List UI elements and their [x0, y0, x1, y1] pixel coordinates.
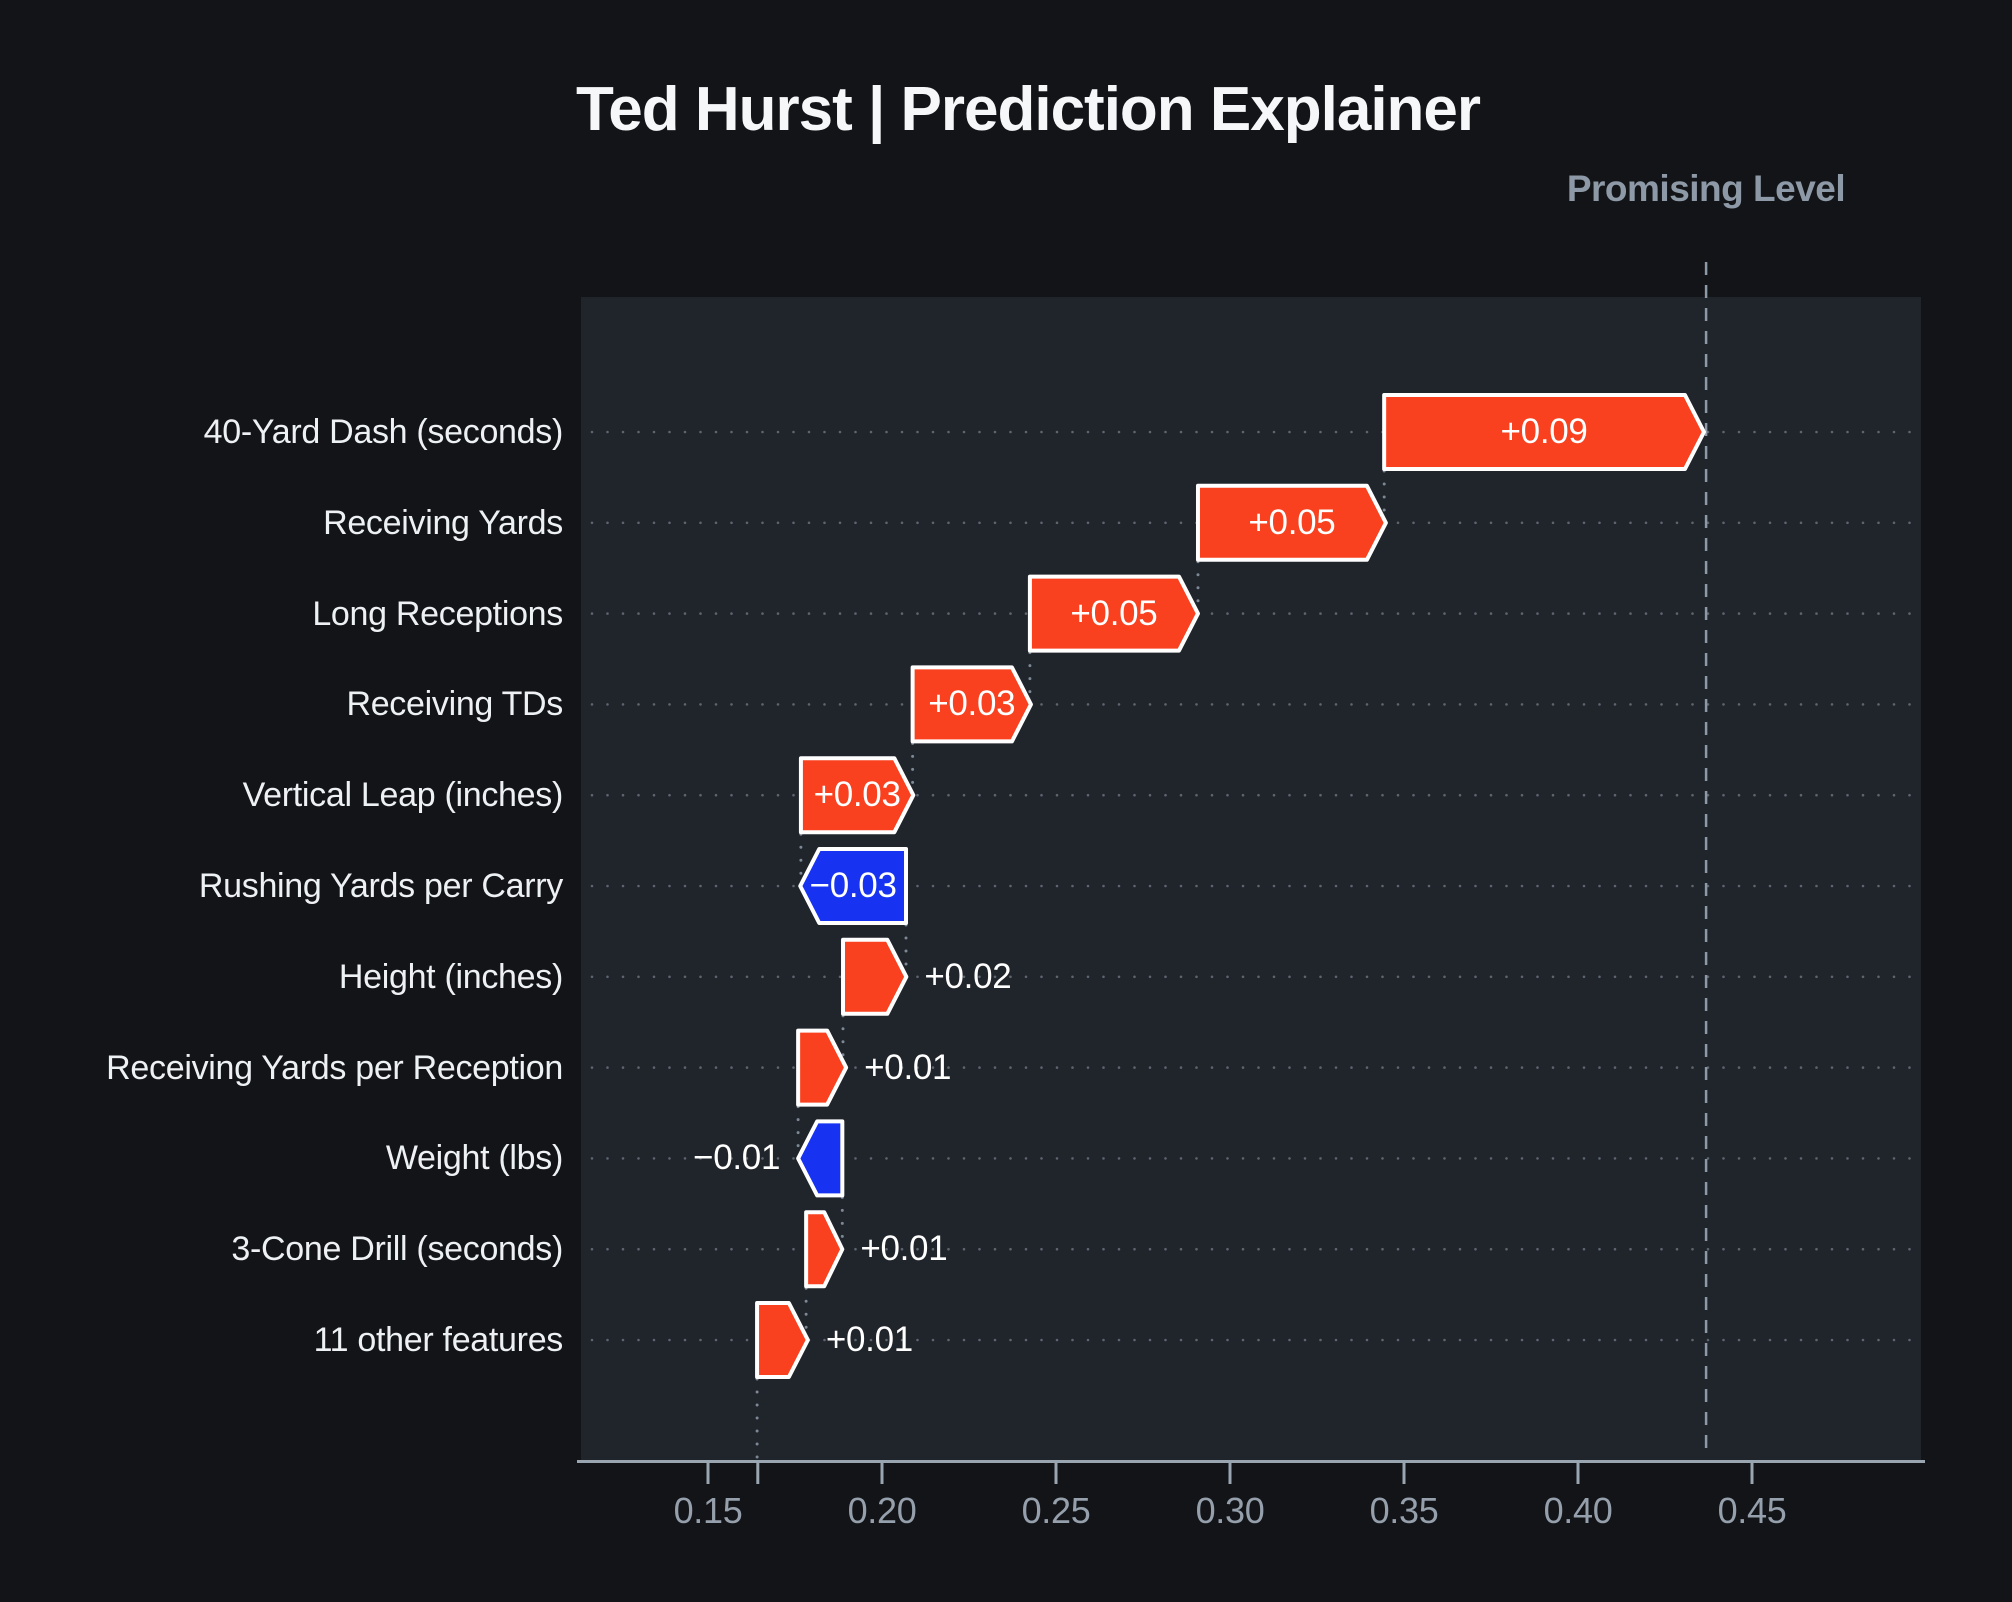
bar-value-label: +0.03	[813, 775, 901, 815]
bar-value-label: +0.01	[825, 1320, 913, 1359]
bar-value-label: −0.03	[809, 866, 897, 905]
x-tick-label: 0.45	[1717, 1490, 1787, 1531]
feature-label: Receiving Yards	[323, 503, 563, 542]
waterfall-bar	[755, 1301, 810, 1379]
x-tick-label: 0.40	[1543, 1490, 1613, 1531]
waterfall-bar	[910, 665, 1033, 744]
bar-value-label: +0.03	[928, 684, 1016, 724]
feature-label: Rushing Yards per Carry	[198, 867, 563, 905]
x-tick-label: 0.20	[847, 1490, 917, 1531]
x-tick-label: 0.30	[1195, 1490, 1265, 1531]
waterfall-bar	[841, 937, 909, 1016]
waterfall-bar	[798, 847, 909, 925]
waterfall-bar	[796, 1119, 845, 1198]
feature-label: Receiving TDs	[346, 685, 563, 724]
feature-label: Long Receptions	[312, 594, 563, 633]
bar-value-label: +0.02	[924, 956, 1012, 996]
feature-label: Height (inches)	[338, 957, 563, 996]
feature-label: 11 other features	[313, 1321, 564, 1359]
waterfall-bar	[796, 1028, 849, 1107]
bar-value-label: +0.05	[1248, 502, 1336, 542]
waterfall-bar	[798, 756, 916, 835]
chart-title: Ted Hurst | Prediction Explainer	[575, 75, 1481, 144]
feature-label: 3-Cone Drill (seconds)	[231, 1230, 563, 1269]
x-tick-label: 0.15	[673, 1490, 743, 1531]
bar-value-label: +0.05	[1070, 593, 1158, 633]
waterfall-bar	[1027, 574, 1200, 653]
reference-line-label: Promising Level	[1566, 168, 1846, 209]
bar-value-label: +0.01	[860, 1229, 948, 1269]
bar-value-label: +0.01	[864, 1047, 952, 1087]
feature-label: Vertical Leap (inches)	[242, 776, 564, 815]
feature-label: 40-Yard Dash (seconds)	[203, 413, 564, 451]
waterfall-bar	[1382, 393, 1706, 471]
bars	[755, 393, 1706, 1379]
bar-value-label: −0.01	[693, 1138, 781, 1178]
x-axis	[577, 1460, 1925, 1484]
waterfall-bar	[804, 1210, 845, 1289]
waterfall-bar	[1195, 483, 1388, 562]
bar-value-label: +0.09	[1500, 412, 1588, 451]
x-tick-label: 0.35	[1369, 1490, 1439, 1531]
feature-label: Weight (lbs)	[385, 1139, 563, 1178]
feature-label: Receiving Yards per Reception	[106, 1048, 563, 1087]
x-tick-label: 0.25	[1021, 1490, 1091, 1531]
